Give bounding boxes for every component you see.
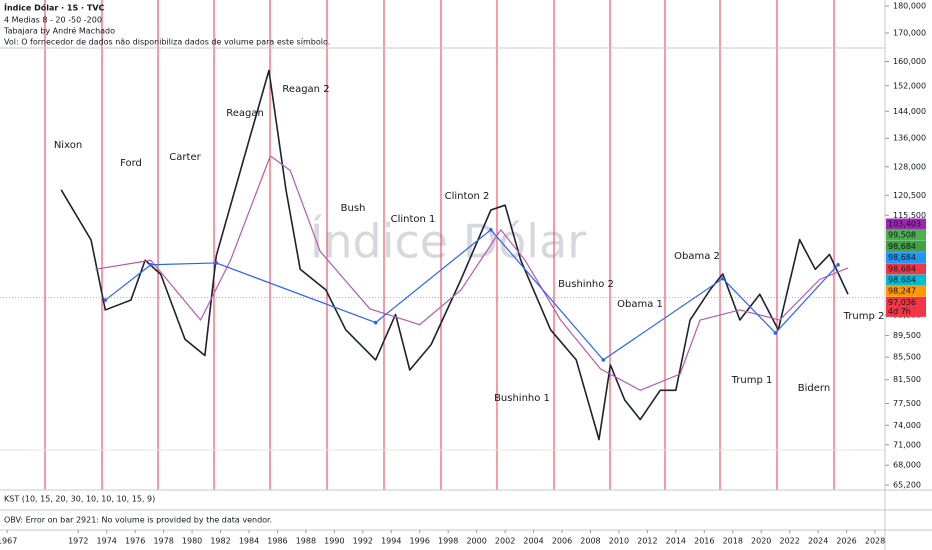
trend-point xyxy=(373,320,378,325)
x-tick-label: 1992 xyxy=(353,537,373,546)
x-tick-label: 1972 xyxy=(68,537,88,546)
x-tick-label: 2004 xyxy=(523,537,543,546)
term-lines xyxy=(44,0,835,490)
y-tick-label: 180,000 xyxy=(893,2,926,11)
trend-point xyxy=(836,262,840,267)
annotation: Reagan 2 xyxy=(282,84,329,95)
kst-label: KST (10, 15, 20, 30, 10, 10, 10, 15, 9) xyxy=(4,495,155,504)
annotation: Bushinho 1 xyxy=(494,393,550,404)
x-tick-label: 1996 xyxy=(410,537,430,546)
x-tick-label: 2006 xyxy=(552,537,572,546)
x-tick-label: 1982 xyxy=(210,537,230,546)
indicator-line: 4 Medias 8 - 20 -50 -200 xyxy=(4,16,102,25)
annotation: Trump 1 xyxy=(731,375,773,386)
price-label: 99,508 xyxy=(888,231,916,240)
annotation: Obama 2 xyxy=(674,251,720,262)
countdown: 4d 7h xyxy=(888,307,911,316)
price-label: 98,247 xyxy=(888,287,916,296)
trend-point xyxy=(149,262,153,267)
y-tick-label: 81,500 xyxy=(893,375,921,384)
x-tick-label: 1978 xyxy=(153,537,173,546)
x-tick-label: 1976 xyxy=(125,537,145,546)
annotation: Bidern xyxy=(798,383,830,394)
y-tick-label: 144,000 xyxy=(893,107,926,116)
x-tick-label: 1967 xyxy=(0,537,17,546)
x-tick-label: 2012 xyxy=(637,537,657,546)
x-tick-label: 1980 xyxy=(182,537,202,546)
x-tick-label: 1990 xyxy=(324,537,344,546)
trend-point xyxy=(601,358,606,362)
title: Índice Dólar · 1S · TVC xyxy=(4,2,105,13)
price-label: 98,684 xyxy=(888,253,916,262)
annotation: Ford xyxy=(120,158,142,169)
trend-point xyxy=(773,331,778,335)
author-line: Tabajara by André Machado xyxy=(3,26,115,36)
price-label-box xyxy=(886,285,926,297)
x-tick-label: 1994 xyxy=(381,537,401,546)
annotation: Bush xyxy=(341,203,366,214)
x-tick-label: 2014 xyxy=(666,537,686,546)
annotation: Clinton 1 xyxy=(391,214,436,225)
volume-note: Vol: O fornecedor de dados não disponibi… xyxy=(4,38,330,47)
obv-label: OBV: Error on bar 2921: No volume is pro… xyxy=(4,516,272,525)
series-line xyxy=(60,69,849,441)
annotation: Nixon xyxy=(54,140,82,151)
annotation: Reagan xyxy=(226,108,264,119)
x-tick-label: 2028 xyxy=(865,537,885,546)
y-tick-label: 74,000 xyxy=(893,421,921,430)
y-tick-label: 65,200 xyxy=(893,481,921,490)
y-tick-label: 136,000 xyxy=(893,134,926,143)
y-tick-label: 77,500 xyxy=(893,399,921,408)
y-tick-label: 120,500 xyxy=(893,191,926,200)
trend-point xyxy=(489,227,493,232)
price-label: 103,403 xyxy=(888,220,921,229)
x-tick-label: 2010 xyxy=(609,537,629,546)
x-tick-label: 2016 xyxy=(694,537,714,546)
x-tick-label: 1988 xyxy=(296,537,316,546)
y-tick-label: 68,000 xyxy=(893,461,921,470)
price-label: 97,036 xyxy=(888,298,916,307)
x-tick-label: 2020 xyxy=(751,537,771,546)
trend-point xyxy=(720,276,725,281)
annotation: Trump 2 xyxy=(843,311,885,322)
x-tick-label: 1986 xyxy=(267,537,287,546)
price-label-box xyxy=(886,274,926,286)
y-tick-label: 71,000 xyxy=(893,440,921,449)
price-label-box xyxy=(886,252,926,264)
watermark: Índice Dólar xyxy=(310,215,586,269)
price-label-box xyxy=(886,296,926,317)
trend-point xyxy=(214,261,219,265)
y-tick-label: 128,000 xyxy=(893,162,926,171)
price-label-box xyxy=(886,218,926,230)
y-tick-label: 170,000 xyxy=(893,28,926,37)
y-tick-label: 152,000 xyxy=(893,81,926,90)
x-tick-label: 1998 xyxy=(438,537,458,546)
annotation: Bushinho 2 xyxy=(558,279,614,290)
y-tick-label: 115,500 xyxy=(893,211,926,220)
x-tick-label: 2002 xyxy=(495,537,515,546)
price-label: 98,684 xyxy=(888,264,916,273)
annotation: Carter xyxy=(169,152,201,163)
price-label: 98,684 xyxy=(888,276,916,285)
price-label: 98,684 xyxy=(888,242,916,251)
price-label-box xyxy=(886,263,926,275)
y-tick-label: 89,500 xyxy=(893,331,921,340)
x-tick-label: 2024 xyxy=(808,537,828,546)
annotation: Obama 1 xyxy=(617,299,663,310)
y-tick-label: 85,500 xyxy=(893,353,921,362)
x-tick-label: 2008 xyxy=(580,537,600,546)
x-tick-label: 2026 xyxy=(836,537,856,546)
series-line xyxy=(95,155,849,391)
y-tick-label: 160,000 xyxy=(893,57,926,66)
x-tick-label: 2000 xyxy=(466,537,486,546)
price-label-box xyxy=(886,240,926,252)
x-tick-label: 1984 xyxy=(239,537,259,546)
price-label-box xyxy=(886,229,926,241)
annotation: Clinton 2 xyxy=(445,191,490,202)
trend-point xyxy=(103,298,108,302)
x-tick-label: 1974 xyxy=(97,537,117,546)
x-tick-label: 2022 xyxy=(779,537,799,546)
x-tick-label: 2018 xyxy=(723,537,743,546)
